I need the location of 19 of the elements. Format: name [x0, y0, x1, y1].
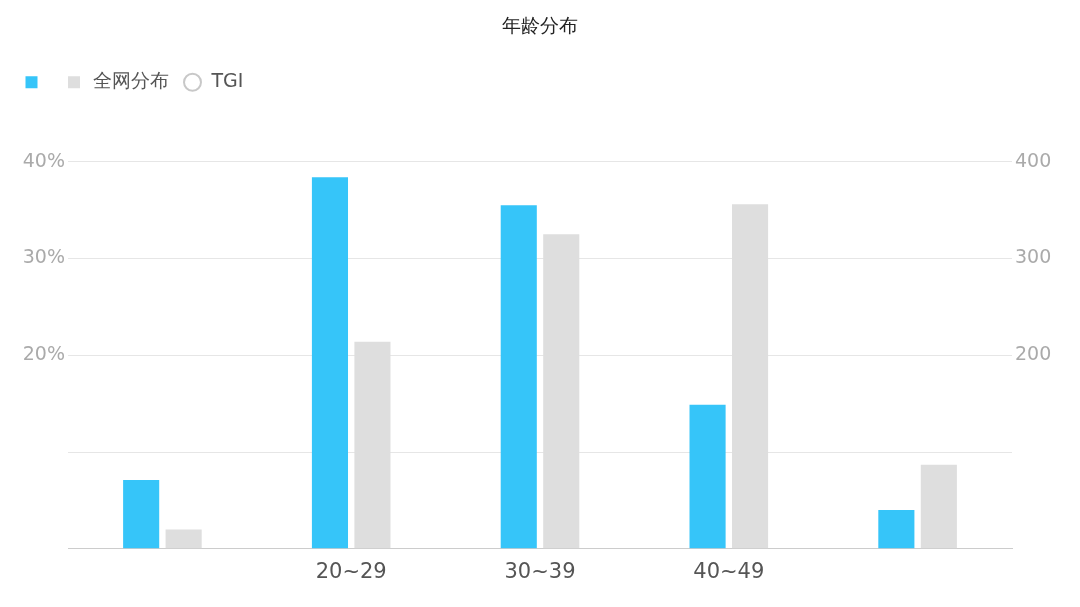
- bar: [165, 529, 202, 549]
- legend-label: TGI: [210, 69, 244, 92]
- x-tick-label: 40~49: [693, 558, 765, 583]
- y-tick-label: 40%: [22, 148, 65, 171]
- legend-label: 全网分布: [93, 69, 169, 92]
- y2-tick-label: 300: [1015, 245, 1052, 268]
- bar: [920, 464, 957, 549]
- y-tick-label: 30%: [22, 245, 65, 268]
- y2-tick-label: 400: [1015, 148, 1052, 171]
- bar: [878, 510, 915, 549]
- y2-tick-label: 200: [1015, 342, 1052, 365]
- chart-title: 年龄分布: [502, 14, 578, 37]
- x-tick-label: 20~29: [315, 558, 387, 583]
- x-tick-label: 30~39: [504, 558, 576, 583]
- bar: [123, 480, 160, 549]
- y-tick-label: 20%: [22, 342, 65, 365]
- bar: [689, 404, 726, 549]
- bar: [500, 205, 537, 549]
- bar: [311, 177, 349, 549]
